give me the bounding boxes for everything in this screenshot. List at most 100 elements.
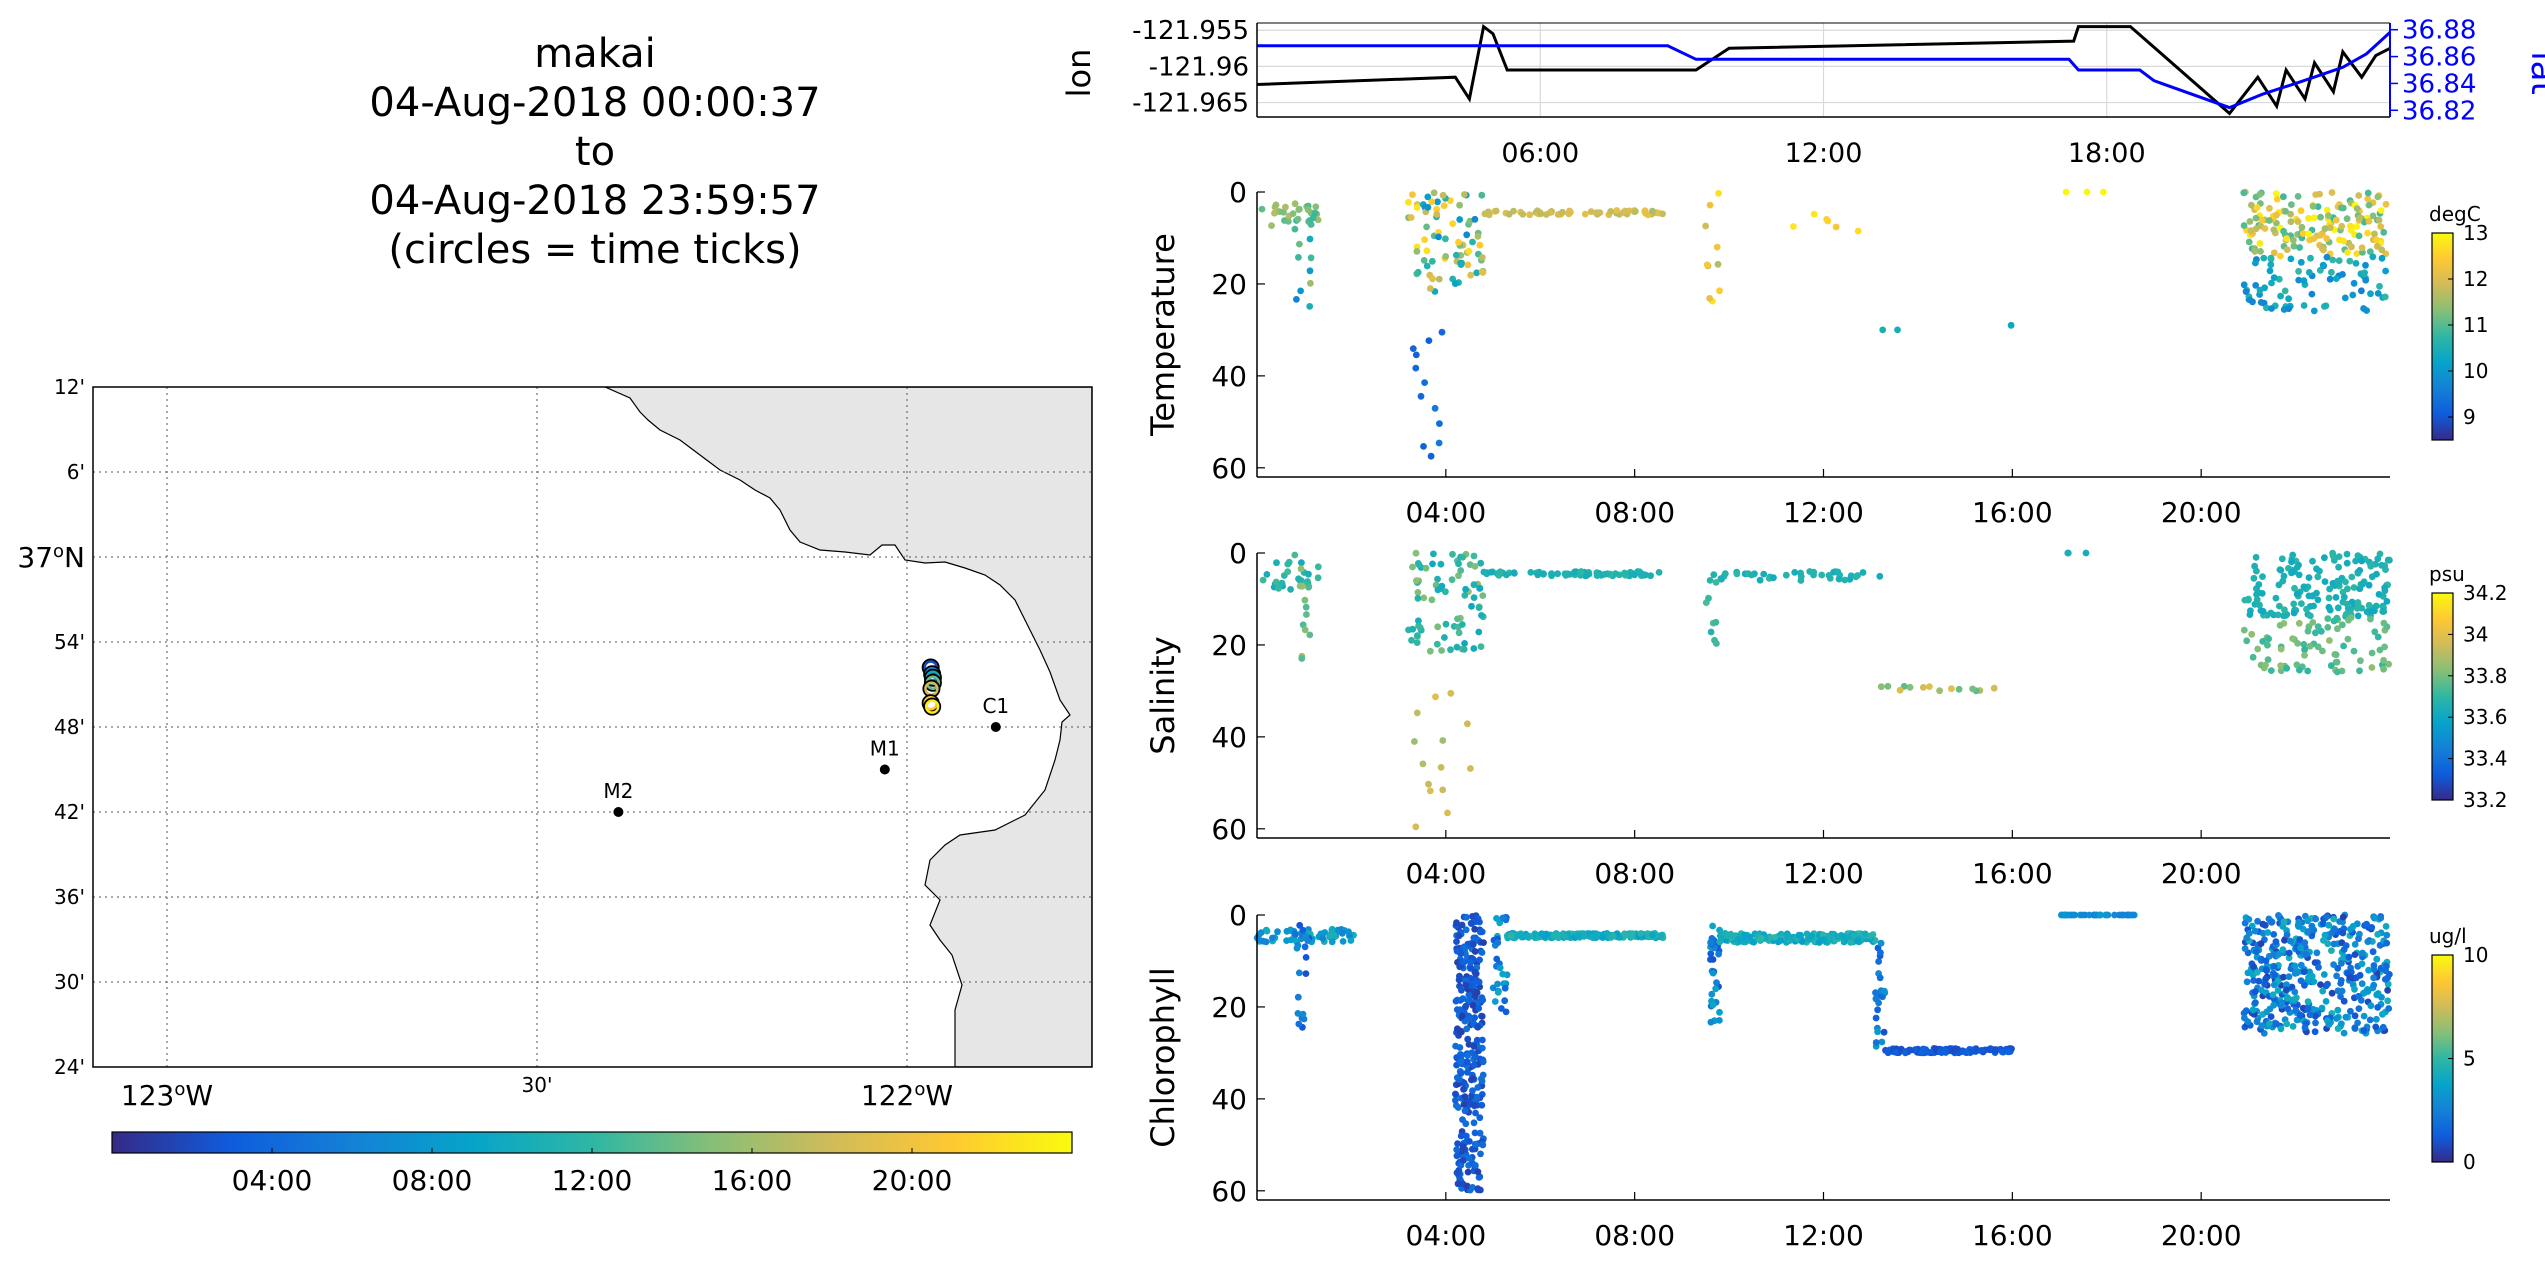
salinity-data-point [2277, 662, 2285, 670]
salinity-data-point [2343, 550, 2351, 558]
salinity-colorbar-tick-label: 33.8 [2463, 664, 2508, 688]
temperature-data-point [2299, 230, 2307, 237]
temperature-data-point [2260, 254, 2268, 262]
chlorophyll-data-point [2330, 915, 2338, 923]
salinity-data-point [2305, 574, 2313, 581]
chlorophyll-data-point [1561, 933, 1569, 940]
chlorophyll-data-point [2317, 981, 2324, 988]
station-marker [879, 764, 890, 775]
chlorophyll-data-point [2258, 1022, 2266, 1030]
salinity-data-point [1259, 576, 1267, 584]
salinity-data-point [2350, 647, 2358, 655]
salinity-data-point [2357, 657, 2364, 665]
chlorophyll-data-point [1470, 1042, 1478, 1050]
chlorophyll-data-point [1463, 1025, 1471, 1033]
salinity-data-point [2274, 611, 2282, 619]
temperature-data-point [1438, 328, 1446, 336]
chlorophyll-data-point [2270, 951, 2277, 958]
chlorophyll-data-point [1328, 938, 1336, 946]
chlorophyll-data-point [1462, 1120, 1470, 1128]
salinity-data-point [1877, 683, 1885, 691]
lat-tick-label: 36.82 [2402, 96, 2476, 126]
temperature-data-point [1469, 238, 1476, 246]
salinity-data-point [2288, 558, 2295, 566]
map-lat-tick-label: 6' [67, 460, 85, 484]
chlorophyll-data-point [1876, 974, 1884, 982]
chlorophyll-data-point [2331, 925, 2339, 933]
chlorophyll-data-point [2297, 961, 2305, 969]
chlorophyll-data-point [1302, 970, 1310, 977]
chlorophyll-data-point [1795, 931, 1803, 939]
chlorophyll-data-point [1457, 1070, 1465, 1077]
salinity-data-point [1631, 571, 1638, 579]
lat-tick-label: 36.86 [2402, 43, 2476, 73]
chlorophyll-data-point [2351, 1012, 2359, 1020]
temperature-data-point [1706, 201, 1714, 209]
chlorophyll-data-point [1466, 1015, 1473, 1023]
chlorophyll-colorbar-tick-label: 10 [2463, 943, 2488, 967]
chlorophyll-data-point [1453, 947, 1461, 955]
salinity-data-point [1655, 569, 1663, 576]
track-circle [924, 699, 940, 714]
temperature-data-point [2305, 269, 2313, 276]
chlorophyll-data-point [1466, 1138, 1473, 1145]
temperature-data-point [2319, 245, 2326, 253]
chlorophyll-data-point [1269, 934, 1276, 942]
salinity-data-point [2344, 635, 2352, 643]
chlorophyll-data-point [2304, 928, 2312, 935]
salinity-data-point [1554, 570, 1561, 578]
salinity-data-point [1760, 570, 1768, 578]
temperature-data-point [1291, 200, 1299, 208]
temperature-data-point [1258, 205, 1266, 213]
chlorophyll-data-point [1872, 995, 1880, 1003]
salinity-data-point [1791, 569, 1799, 576]
chlorophyll-data-point [2250, 963, 2258, 970]
chlorophyll-data-point [2382, 923, 2390, 930]
map-lat-tick-label: 37oN [17, 541, 85, 575]
salinity-data-point [1503, 571, 1510, 579]
chlorophyll-data-point [2330, 961, 2338, 968]
salinity-data-point [2267, 667, 2275, 674]
station-label: M1 [870, 737, 900, 761]
salinity-data-point [1455, 629, 1463, 637]
temperature-data-point [2256, 240, 2264, 247]
salinity-data-point [2240, 626, 2248, 634]
chlorophyll-data-point [1878, 1038, 1886, 1046]
chlorophyll-data-point [1628, 930, 1636, 937]
temperature-data-point [2323, 206, 2331, 214]
temperature-data-point [2363, 307, 2371, 314]
salinity-data-point [1876, 572, 1884, 580]
salinity-data-point [1712, 618, 1720, 626]
temperature-data-point [2310, 235, 2318, 243]
chlorophyll-data-point [1499, 914, 1507, 922]
temperature-data-point [2364, 189, 2372, 197]
chlorophyll-data-point [2264, 929, 2272, 936]
salinity-data-point [1439, 786, 1447, 794]
position-x-tick-label: 12:00 [1785, 138, 1863, 169]
chlorophyll-data-point [2270, 981, 2278, 989]
salinity-data-point [2295, 619, 2303, 627]
chlorophyll-data-point [1932, 1045, 1940, 1053]
temperature-data-point [1879, 326, 1887, 334]
salinity-data-point [2380, 656, 2388, 664]
salinity-data-point [1859, 569, 1867, 576]
temperature-data-point [1510, 207, 1517, 215]
salinity-data-point [1306, 631, 1314, 639]
chlorophyll-colorbar-tick-label: 0 [2463, 1150, 2476, 1174]
salinity-data-point [1919, 684, 1927, 691]
salinity-data-point [2289, 551, 2297, 559]
salinity-data-point [2352, 557, 2360, 565]
salinity-data-point [2334, 604, 2342, 612]
salinity-data-point [1302, 603, 1310, 611]
salinity-data-point [1429, 560, 1436, 568]
chlorophyll-data-point [1453, 1169, 1461, 1177]
lat-tick-label: 36.84 [2402, 69, 2476, 99]
chlorophyll-data-point [2372, 1023, 2380, 1031]
temperature-data-point [2296, 244, 2304, 251]
temperature-axis-label: Temperature [1144, 233, 1182, 437]
salinity-data-point [2324, 624, 2332, 631]
chlorophyll-data-point [1465, 1154, 1473, 1162]
chlorophyll-data-point [1478, 1077, 1486, 1085]
chlorophyll-data-point [2270, 1001, 2278, 1009]
salinity-data-point [1413, 639, 1421, 646]
